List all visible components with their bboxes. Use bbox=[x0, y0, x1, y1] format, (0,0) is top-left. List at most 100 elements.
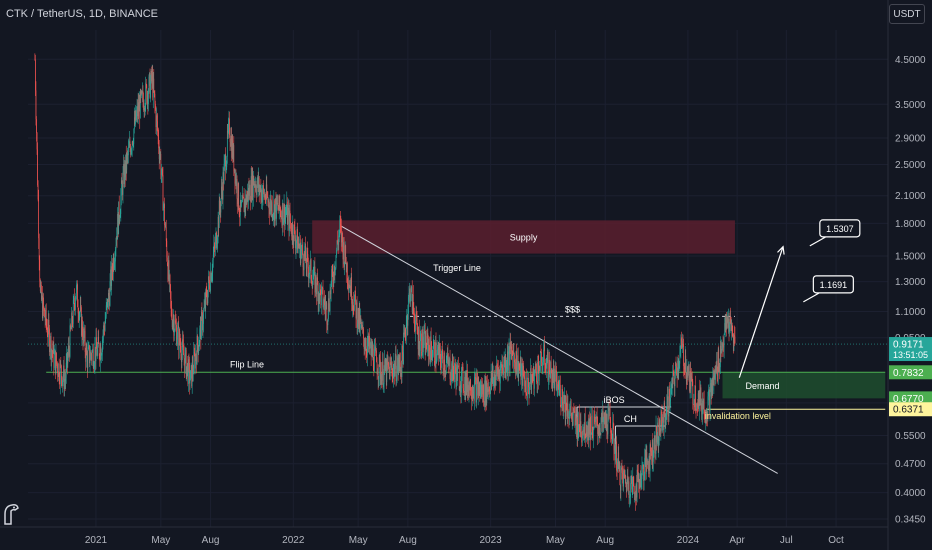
candle bbox=[74, 302, 76, 316]
candle-body bbox=[76, 284, 78, 286]
candle-body bbox=[541, 362, 543, 372]
candle bbox=[645, 443, 647, 480]
candle-body bbox=[687, 367, 688, 378]
candle-body bbox=[698, 390, 700, 411]
candle bbox=[107, 298, 109, 314]
candle-body bbox=[81, 307, 82, 336]
candle-body bbox=[104, 327, 105, 331]
candle-body bbox=[242, 195, 243, 202]
candle-body bbox=[408, 292, 410, 298]
tradingview-logo-icon[interactable] bbox=[2, 500, 22, 526]
candle-body bbox=[172, 318, 174, 322]
candle-body bbox=[675, 361, 677, 366]
candle-body bbox=[392, 373, 394, 379]
candle-body bbox=[300, 250, 302, 264]
candle-body bbox=[75, 300, 76, 311]
candle bbox=[394, 361, 395, 385]
candle bbox=[619, 484, 621, 499]
candle bbox=[658, 418, 660, 446]
candle-body bbox=[429, 344, 430, 351]
candle bbox=[631, 476, 633, 498]
candle-body bbox=[378, 354, 380, 377]
candle-body bbox=[566, 409, 568, 417]
candle bbox=[289, 204, 290, 237]
candle-body bbox=[480, 384, 482, 390]
candle-body bbox=[339, 219, 341, 231]
candle bbox=[589, 411, 590, 438]
y-tick-label: 1.1000 bbox=[895, 307, 926, 318]
candle bbox=[252, 167, 254, 201]
candle bbox=[444, 370, 446, 378]
candle-body bbox=[588, 422, 589, 441]
candle-body bbox=[364, 347, 366, 351]
candle-body bbox=[118, 201, 120, 219]
candle-body bbox=[445, 362, 447, 372]
candle-body bbox=[722, 343, 724, 347]
candle bbox=[663, 410, 664, 437]
candle bbox=[280, 205, 282, 223]
candle bbox=[223, 167, 224, 191]
candle bbox=[339, 210, 341, 233]
candle-body bbox=[40, 284, 42, 292]
candle bbox=[575, 405, 577, 425]
candle-body bbox=[374, 349, 375, 372]
candle-body bbox=[390, 362, 392, 368]
candle-body bbox=[696, 403, 697, 411]
candle bbox=[456, 362, 458, 381]
candle bbox=[428, 338, 430, 366]
candle bbox=[59, 360, 61, 395]
candle bbox=[590, 413, 591, 451]
candle bbox=[371, 339, 373, 358]
candle bbox=[298, 236, 300, 249]
candle bbox=[382, 353, 384, 390]
candle-body bbox=[564, 395, 566, 404]
candle-body bbox=[168, 260, 170, 282]
candle bbox=[112, 253, 114, 282]
candle bbox=[520, 356, 522, 385]
currency-button[interactable]: USDT bbox=[889, 4, 925, 24]
candle-body bbox=[291, 232, 293, 237]
candle-body bbox=[60, 363, 62, 366]
candle-body bbox=[528, 387, 530, 395]
candle-body bbox=[609, 408, 610, 411]
candle bbox=[137, 92, 139, 125]
candle-body bbox=[576, 421, 577, 437]
candle bbox=[244, 198, 246, 219]
candle bbox=[197, 344, 199, 363]
candle-body bbox=[485, 377, 487, 403]
candle-body bbox=[464, 377, 466, 395]
candle bbox=[608, 401, 609, 422]
candle-body bbox=[733, 335, 735, 351]
candle-body bbox=[657, 422, 659, 448]
candle-body bbox=[69, 325, 71, 357]
candle bbox=[601, 409, 602, 424]
candle bbox=[724, 314, 726, 333]
candle bbox=[70, 323, 71, 332]
candle-body bbox=[366, 344, 368, 356]
candle bbox=[324, 290, 325, 315]
candle-body bbox=[98, 343, 100, 357]
candle bbox=[579, 424, 581, 437]
candle bbox=[462, 361, 463, 371]
candle bbox=[58, 362, 60, 382]
candle-body bbox=[150, 70, 152, 82]
candle bbox=[418, 325, 420, 356]
candle bbox=[99, 353, 101, 367]
candle-body bbox=[146, 85, 148, 103]
candle bbox=[650, 440, 651, 460]
candle bbox=[397, 354, 399, 381]
candle bbox=[629, 490, 630, 508]
candle bbox=[397, 349, 398, 374]
candle bbox=[574, 405, 575, 413]
candle-body bbox=[343, 242, 345, 267]
candle bbox=[375, 337, 376, 357]
candle-body bbox=[676, 365, 677, 376]
candle bbox=[346, 261, 348, 289]
candle bbox=[519, 350, 521, 377]
candle bbox=[531, 373, 533, 385]
candle bbox=[268, 198, 270, 219]
candle-body bbox=[452, 357, 454, 380]
candle-body bbox=[140, 91, 142, 96]
candle bbox=[426, 326, 428, 357]
